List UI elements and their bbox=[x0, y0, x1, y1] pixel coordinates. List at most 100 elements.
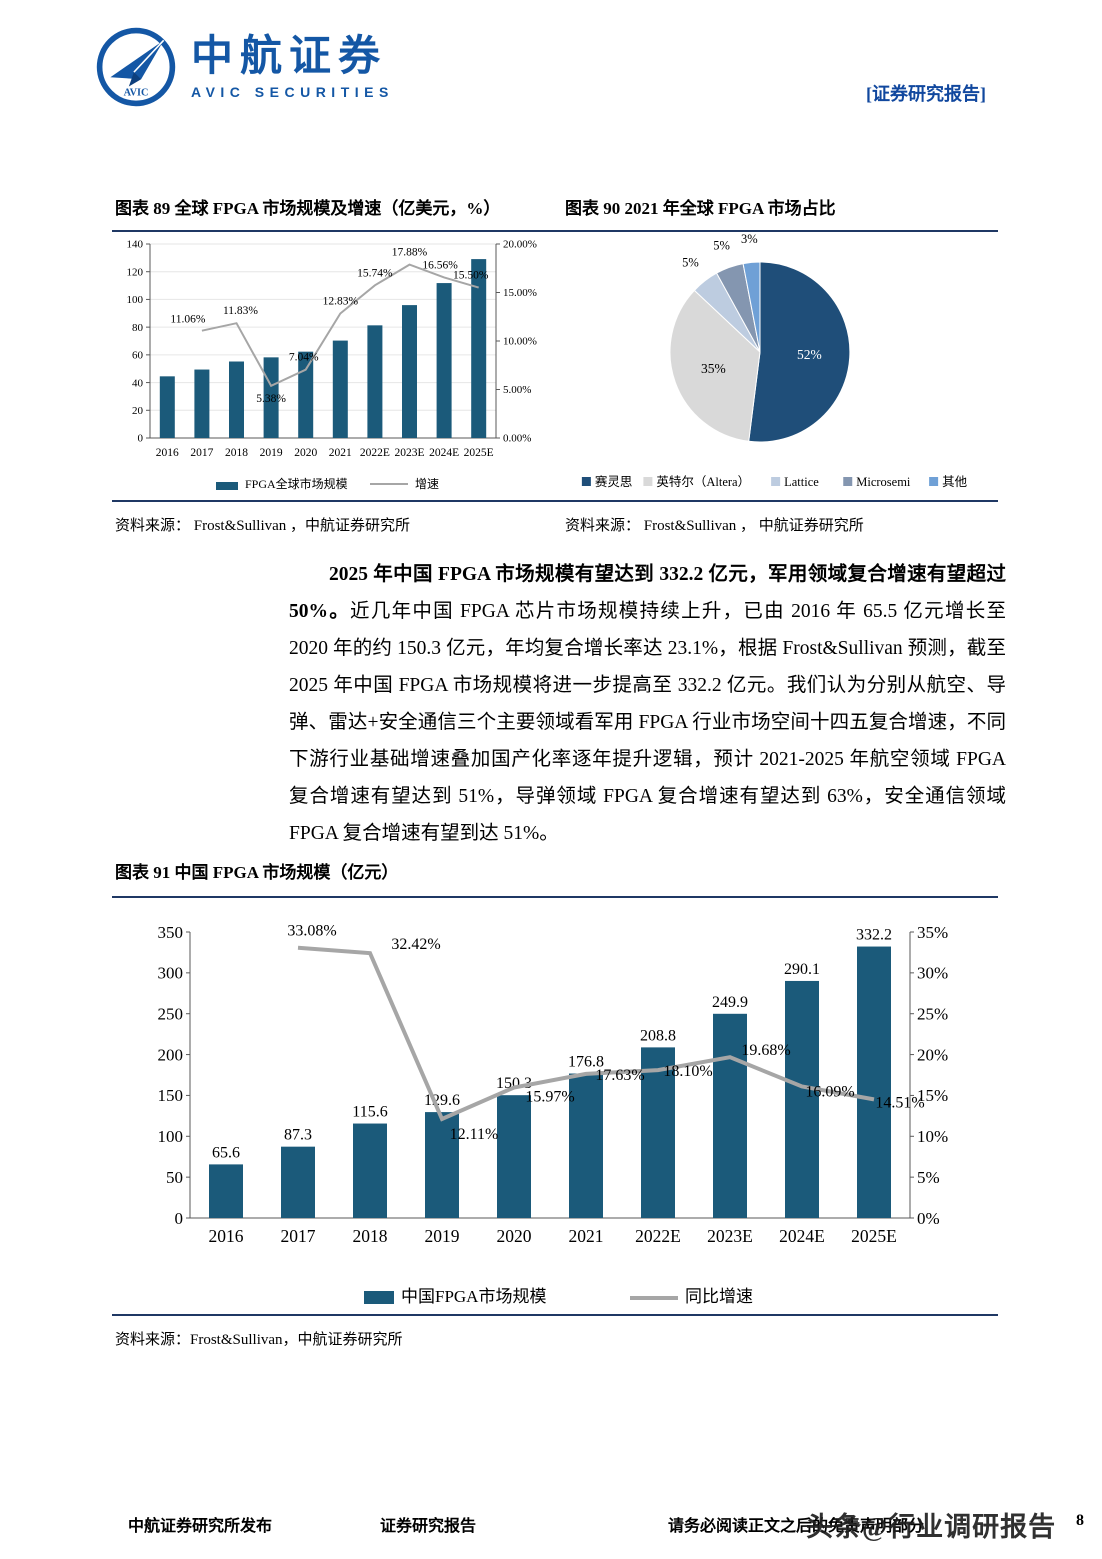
footer-report-type: 证券研究报告 bbox=[380, 1518, 477, 1535]
svg-text:2016: 2016 bbox=[209, 1226, 244, 1246]
body-paragraph: 2025 年中国 FPGA 市场规模有望达到 332.2 亿元，军用领域复合增速… bbox=[289, 556, 1006, 852]
china-fpga-combo-chart: 0 50 100 150 200 250 300 350 0% 5% 10% 15% 20% 25% 30%… bbox=[158, 923, 949, 1306]
svg-text:15.74%: 15.74% bbox=[357, 267, 393, 279]
svg-text:0.00%: 0.00% bbox=[503, 433, 531, 445]
figure-91-band: 0 50 100 150 200 250 300 350 0% 5% 10% 15% 20% 25% 30%… bbox=[112, 896, 998, 1316]
svg-text:2024E: 2024E bbox=[779, 1226, 825, 1246]
svg-text:50: 50 bbox=[166, 1168, 183, 1187]
figure90-source: 资料来源： Frost&Sullivan ， 中航证券研究所 bbox=[565, 518, 864, 534]
svg-text:150.3: 150.3 bbox=[496, 1075, 532, 1092]
svg-text:140: 140 bbox=[127, 239, 144, 251]
footer-publisher: 中航证券研究所发布 bbox=[128, 1518, 273, 1535]
svg-text:2021: 2021 bbox=[569, 1226, 604, 1246]
svg-text:3%: 3% bbox=[741, 232, 758, 246]
svg-text:14.51%: 14.51% bbox=[875, 1094, 924, 1111]
svg-text:20: 20 bbox=[132, 405, 144, 417]
svg-text:65.6: 65.6 bbox=[212, 1144, 240, 1161]
svg-text:2018: 2018 bbox=[225, 447, 248, 459]
svg-text:60: 60 bbox=[132, 350, 144, 362]
svg-text:80: 80 bbox=[132, 322, 144, 334]
svg-text:2021: 2021 bbox=[329, 447, 352, 459]
svg-text:300: 300 bbox=[158, 964, 184, 983]
svg-text:350: 350 bbox=[158, 923, 184, 942]
figure89-title: 图表 89 全球 FPGA 市场规模及增速（亿美元，%） bbox=[115, 199, 501, 218]
svg-text:2018: 2018 bbox=[353, 1226, 388, 1246]
svg-text:0: 0 bbox=[138, 433, 144, 445]
figure89-source: 资料来源： Frost&Sullivan ，中航证券研究所 bbox=[115, 518, 411, 534]
svg-text:15.50%: 15.50% bbox=[453, 270, 489, 282]
svg-text:290.1: 290.1 bbox=[784, 961, 820, 978]
svg-text:150: 150 bbox=[158, 1086, 184, 1105]
svg-text:Microsemi: Microsemi bbox=[856, 475, 911, 489]
svg-text:同比增速: 同比增速 bbox=[685, 1287, 753, 1306]
svg-text:5%: 5% bbox=[713, 238, 730, 252]
paragraph-body: 近几年中国 FPGA 芯片市场规模持续上升，已由 2016 年 65.5 亿元增… bbox=[289, 601, 1006, 844]
svg-text:30%: 30% bbox=[917, 964, 948, 983]
svg-text:176.8: 176.8 bbox=[568, 1054, 604, 1071]
svg-text:中国FPGA市场规模: 中国FPGA市场规模 bbox=[401, 1287, 546, 1306]
svg-text:5%: 5% bbox=[682, 255, 699, 269]
svg-text:332.2: 332.2 bbox=[856, 927, 892, 944]
svg-text:17.63%: 17.63% bbox=[595, 1067, 644, 1084]
svg-text:249.9: 249.9 bbox=[712, 994, 748, 1011]
svg-text:英特尔（Altera）: 英特尔（Altera） bbox=[656, 474, 750, 489]
svg-text:208.8: 208.8 bbox=[640, 1027, 676, 1044]
svg-text:250: 250 bbox=[158, 1004, 184, 1023]
paragraph-bold-lead: 2025 年中国 FPGA 市场规模有望达到 332.2 亿元，军用领域复合增速… bbox=[289, 564, 1006, 622]
svg-text:2020: 2020 bbox=[497, 1226, 532, 1246]
svg-text:Lattice: Lattice bbox=[784, 475, 819, 489]
watermark: 头条@行业调研报告 bbox=[806, 1512, 1057, 1542]
svg-text:FPGA全球市场规模: FPGA全球市场规模 bbox=[245, 476, 348, 491]
svg-text:15.97%: 15.97% bbox=[525, 1089, 574, 1106]
svg-text:33.08%: 33.08% bbox=[287, 923, 336, 940]
svg-text:11.83%: 11.83% bbox=[223, 305, 258, 317]
svg-text:0%: 0% bbox=[917, 1209, 940, 1228]
svg-text:25%: 25% bbox=[917, 1004, 948, 1023]
svg-text:5%: 5% bbox=[917, 1168, 940, 1187]
svg-text:10%: 10% bbox=[917, 1127, 948, 1146]
logo-text: 中航证券 AVIC SECURITIES bbox=[191, 32, 394, 100]
svg-text:2017: 2017 bbox=[281, 1226, 316, 1246]
svg-text:10.00%: 10.00% bbox=[503, 336, 537, 348]
global-fpga-combo-chart: 0 20 40 60 80 100 120 140 0.00% 5.00% 10.00% 15.00%… bbox=[127, 239, 537, 491]
footer-disclaimer: 请务必阅读正文之后的免责声明部分 bbox=[668, 1518, 925, 1535]
svg-text:2019: 2019 bbox=[260, 447, 283, 459]
svg-text:20.00%: 20.00% bbox=[503, 239, 537, 251]
svg-text:2020: 2020 bbox=[294, 447, 317, 459]
header: AVIC 中航证券 AVIC SECURITIES bbox=[95, 26, 394, 108]
svg-text:100: 100 bbox=[158, 1127, 184, 1146]
svg-text:2025E: 2025E bbox=[851, 1226, 897, 1246]
svg-text:18.10%: 18.10% bbox=[663, 1063, 712, 1080]
svg-text:35%: 35% bbox=[701, 361, 726, 376]
svg-text:11.06%: 11.06% bbox=[170, 314, 205, 326]
svg-text:7.04%: 7.04% bbox=[289, 352, 319, 364]
svg-text:35%: 35% bbox=[917, 923, 948, 942]
svg-text:32.42%: 32.42% bbox=[391, 936, 440, 953]
svg-text:2023E: 2023E bbox=[394, 447, 424, 459]
figure91-title: 图表 91 中国 FPGA 市场规模（亿元） bbox=[115, 863, 399, 882]
logo-cn: 中航证券 bbox=[191, 32, 388, 80]
svg-text:0: 0 bbox=[175, 1209, 184, 1228]
figure90-title: 图表 90 2021 年全球 FPGA 市场占比 bbox=[565, 199, 836, 218]
svg-text:其他: 其他 bbox=[942, 475, 968, 489]
svg-text:15%: 15% bbox=[917, 1086, 948, 1105]
svg-text:12.83%: 12.83% bbox=[323, 296, 359, 308]
svg-text:40: 40 bbox=[132, 377, 144, 389]
logo-en: AVIC SECURITIES bbox=[191, 83, 394, 100]
logo-icon-text: AVIC bbox=[124, 88, 149, 99]
svg-text:15.00%: 15.00% bbox=[503, 287, 537, 299]
svg-text:16.56%: 16.56% bbox=[422, 259, 458, 271]
page-number: 8 bbox=[1076, 1512, 1084, 1529]
svg-text:19.68%: 19.68% bbox=[741, 1042, 790, 1059]
svg-text:12.11%: 12.11% bbox=[450, 1126, 499, 1143]
report-type-tag: [证券研究报告] bbox=[866, 84, 986, 104]
svg-text:120: 120 bbox=[127, 266, 144, 278]
global-fpga-pie-chart: 52% 35% 5% 5% 3% 赛灵思 英特尔（Altera） Lattice Microse… bbox=[581, 232, 968, 489]
svg-text:2025E: 2025E bbox=[464, 447, 494, 459]
svg-text:115.6: 115.6 bbox=[352, 1104, 387, 1121]
svg-text:2017: 2017 bbox=[190, 447, 213, 459]
svg-text:2023E: 2023E bbox=[707, 1226, 753, 1246]
svg-text:增速: 增速 bbox=[415, 477, 439, 491]
svg-text:20%: 20% bbox=[917, 1045, 948, 1064]
